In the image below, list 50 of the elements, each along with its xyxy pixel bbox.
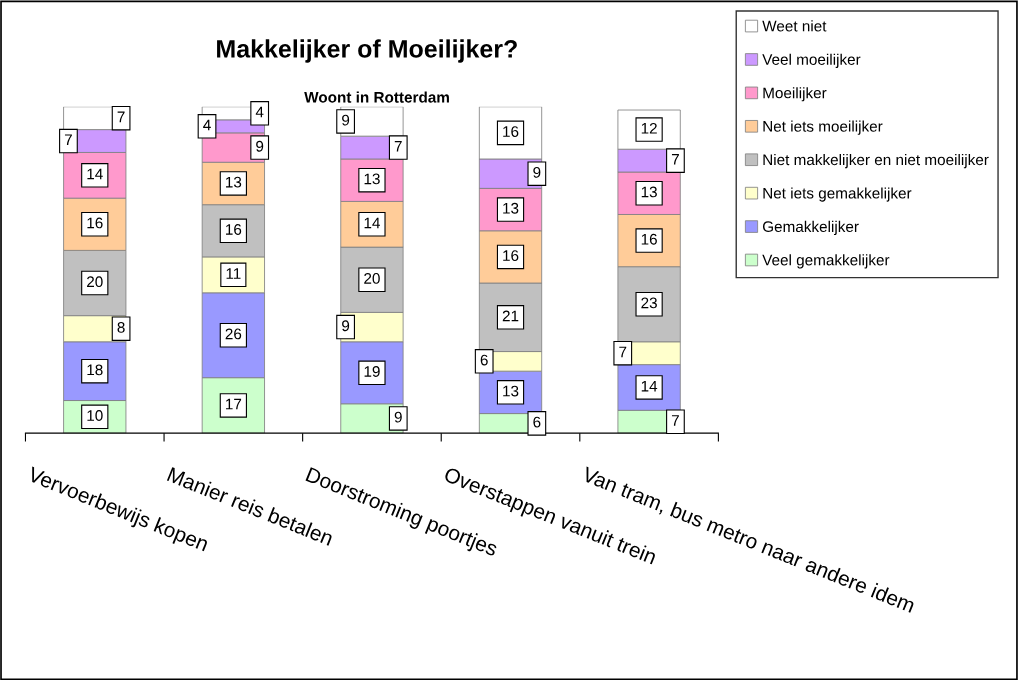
legend-label: Veel moeilijker [762,53,861,68]
data-label: 16 [87,217,103,229]
data-label: 19 [364,366,380,377]
data-label: 7 [117,111,125,123]
data-label: 20 [364,273,380,284]
data-label: 14 [641,380,658,392]
data-label: 7 [394,141,402,152]
data-label: 4 [255,106,264,118]
data-label: 16 [503,250,519,262]
legend-label: Weet niet [762,20,827,32]
data-label: 16 [503,126,519,137]
data-label: 16 [641,233,657,245]
data-label: 6 [480,354,488,366]
data-label: 23 [641,297,657,309]
data-label: 17 [226,398,242,410]
data-label: 13 [364,173,380,185]
data-label: 13 [641,186,657,198]
data-label: 26 [225,328,242,340]
legend-label: Net iets gemakkelijker [763,187,912,202]
data-label: 9 [256,140,264,152]
data-label: 8 [117,321,125,333]
legend-label: Niet makkelijker en niet moeilijker [763,153,989,169]
data-label: 18 [87,364,103,376]
data-label: 9 [342,114,350,126]
legend-label: Veel gemakkelijker [762,254,890,269]
data-label: 14 [364,217,380,229]
data-label: 20 [87,276,103,288]
data-label: 14 [87,168,103,180]
legend-label: Moeilijker [763,87,827,102]
data-label: 13 [503,385,519,397]
data-label: 10 [87,410,103,421]
data-label: 11 [226,268,241,279]
chart-subtitle: Woont in Rotterdam [304,91,449,103]
data-label: 9 [342,320,350,332]
data-label: 7 [64,134,72,145]
chart-title: Makkelijker of Moeilijker? [217,39,517,63]
data-label: 7 [671,415,679,426]
data-label: 6 [533,416,541,428]
data-label: 21 [502,310,519,322]
data-label: 7 [619,346,627,358]
data-label: 13 [226,176,242,188]
data-label: 13 [503,202,519,214]
data-label: 12 [641,122,657,134]
data-label: 16 [226,224,242,235]
legend-label: Net iets moeilijker [763,120,883,135]
legend-label: Gemakkelijker [762,220,859,236]
data-label: 9 [394,411,402,423]
data-label: 9 [533,166,541,178]
data-label: 7 [671,154,679,165]
data-label: 4 [203,119,211,131]
